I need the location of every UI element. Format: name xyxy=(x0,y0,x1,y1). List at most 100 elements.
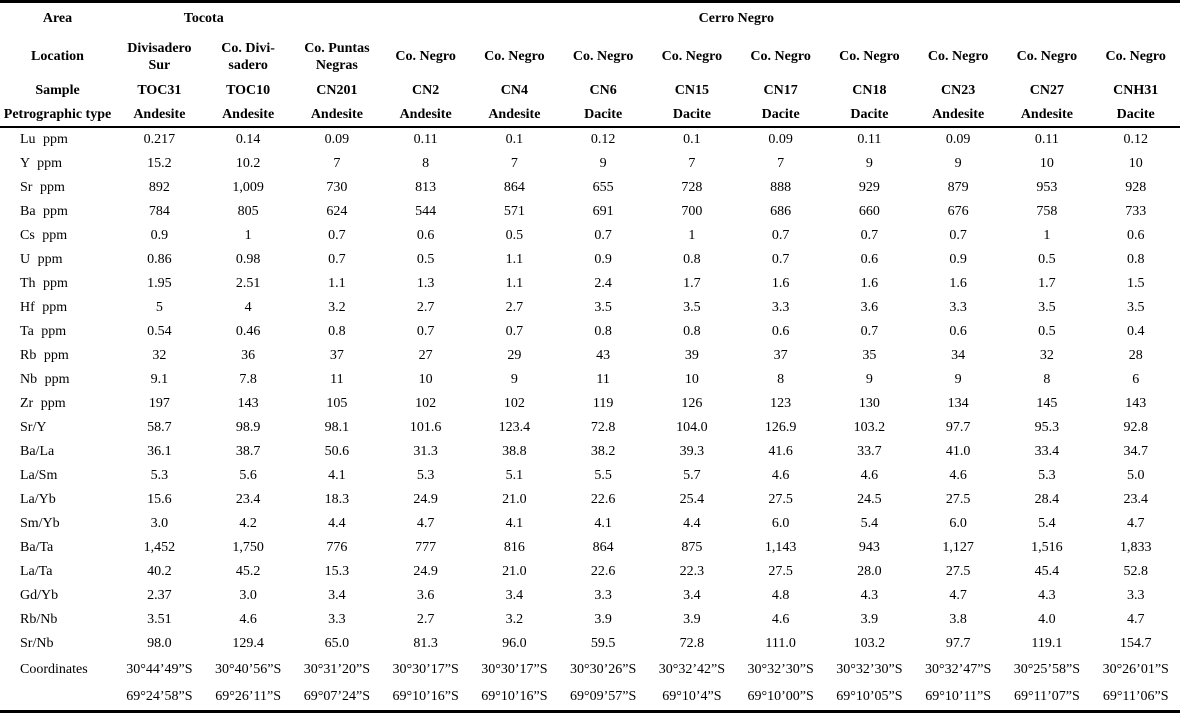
value-cell: 8 xyxy=(422,156,430,171)
value-cell: 27.5 xyxy=(945,564,971,579)
value-cell: 4.8 xyxy=(771,588,790,603)
row-label: Zr ppm xyxy=(20,396,66,411)
petrographic-type-row: Petrographic type Andesite Andesite Andesi… xyxy=(0,103,1180,128)
value-cell: 0.7 xyxy=(860,324,879,339)
type-cell: Dacite xyxy=(558,103,648,128)
table-row: Ba ppm 784 805 624 544 571 691 700 686 660 676 758 7… xyxy=(0,200,1180,224)
table-row: Hf ppm 5 4 3.2 2.7 2.7 3.5 3.5 3.3 3.6 3.3 3.5 3.5 xyxy=(0,296,1180,320)
value-cell: 5.3 xyxy=(1038,468,1056,483)
value-cell: 1 xyxy=(244,228,252,243)
value-cell: 23.4 xyxy=(1123,492,1148,507)
coordinate-lat-cell: 30°26’01”S xyxy=(1102,661,1169,677)
value-cell: 6 xyxy=(1132,372,1140,387)
coordinate-lon-cell: 69°10’16”S xyxy=(392,688,459,704)
value-cell: 32 xyxy=(1039,348,1054,363)
value-cell: 39.3 xyxy=(679,444,705,459)
value-cell: 10 xyxy=(418,372,433,387)
sample-cell: CN27 xyxy=(1029,83,1064,98)
value-cell: 1,127 xyxy=(942,540,974,555)
value-cell: 0.6 xyxy=(1126,228,1145,243)
value-cell: 5.1 xyxy=(505,468,524,483)
location-row: Location Divisadero Sur Co. Divi- sadero C… xyxy=(0,35,1180,79)
coordinate-lon-cell: 69°09’57”S xyxy=(569,688,637,704)
value-cell: 816 xyxy=(503,540,525,555)
value-cell: 3.2 xyxy=(505,612,524,627)
value-cell: 41.6 xyxy=(768,444,793,459)
coordinate-lon-cell: 69°10’05”S xyxy=(836,688,903,704)
sample-header-label: Sample xyxy=(35,83,80,98)
value-cell: 758 xyxy=(1036,204,1058,219)
table-row: Ba/La 36.1 38.7 50.6 31.3 38.8 38.2 39.3 41.6 33.… xyxy=(0,440,1180,464)
value-cell: 98.0 xyxy=(147,636,172,651)
value-cell: 10 xyxy=(1128,156,1143,171)
value-cell: 9 xyxy=(865,372,873,387)
value-cell: 34 xyxy=(951,348,966,363)
value-cell: 0.8 xyxy=(683,324,701,339)
location-cell: Co. Negro xyxy=(839,49,900,65)
value-cell: 36 xyxy=(241,348,256,363)
value-cell: 101.6 xyxy=(409,420,442,435)
value-cell: 0.09 xyxy=(768,132,793,147)
sample-cell: CNH31 xyxy=(1113,83,1159,98)
value-cell: 102 xyxy=(503,396,525,411)
row-label: Ba/Ta xyxy=(20,540,54,555)
value-cell: 4.7 xyxy=(949,588,967,603)
value-cell: 72.8 xyxy=(590,420,616,435)
value-cell: 143 xyxy=(237,396,259,411)
value-cell: 28 xyxy=(1128,348,1143,363)
table-row: U ppm 0.86 0.98 0.7 0.5 1.1 0.9 0.8 0.7 0.6 0.9 0.5… xyxy=(0,248,1180,272)
value-cell: 3.51 xyxy=(147,612,172,627)
value-cell: 31.3 xyxy=(413,444,438,459)
value-cell: 10 xyxy=(1039,156,1054,171)
value-cell: 0.1 xyxy=(683,132,701,147)
coordinate-lat-cell: 30°31’20”S xyxy=(303,661,370,677)
value-cell: 1,833 xyxy=(1119,540,1152,555)
type-cell: Dacite xyxy=(736,103,825,128)
value-cell: 92.8 xyxy=(1123,420,1148,435)
value-cell: 875 xyxy=(681,540,703,555)
location-cell: Co. Negro xyxy=(927,49,989,65)
table-row: Sr/Y 58.7 98.9 98.1 101.6 123.4 72.8 104.0 126.9… xyxy=(0,416,1180,440)
coordinate-lon-cell: 69°10’11”S xyxy=(925,688,991,704)
type-cell: Dacite xyxy=(825,103,914,128)
value-cell: 0.6 xyxy=(949,324,967,339)
value-cell: 10.2 xyxy=(235,156,261,171)
location-cell: Co. Negro xyxy=(661,49,723,65)
value-cell: 1.95 xyxy=(147,276,172,291)
table-row: La/Yb 15.6 23.4 18.3 24.9 21.0 22.6 25.4 27.5 24.… xyxy=(0,488,1180,512)
value-cell: 18.3 xyxy=(324,492,350,507)
value-cell: 6.0 xyxy=(949,516,967,531)
value-cell: 0.6 xyxy=(416,228,435,243)
value-cell: 2.7 xyxy=(416,300,435,315)
sample-cell: CN6 xyxy=(589,83,617,98)
sample-cell: CN23 xyxy=(941,83,976,98)
value-cell: 98.9 xyxy=(235,420,261,435)
value-cell: 5.3 xyxy=(416,468,435,483)
value-cell: 4.7 xyxy=(1126,516,1145,531)
value-cell: 0.11 xyxy=(413,132,438,147)
location-cell: Co. Negro xyxy=(484,49,545,65)
value-cell: 43 xyxy=(596,348,611,363)
location-cell: Co. Negro xyxy=(750,49,811,65)
type-cell: Andesite xyxy=(913,103,1003,128)
value-cell: 58.7 xyxy=(147,420,172,435)
value-cell: 0.7 xyxy=(594,228,612,243)
value-cell: 0.6 xyxy=(860,252,879,267)
table-row: Th ppm 1.95 2.51 1.1 1.3 1.1 2.4 1.7 1.6 1.6 1.6 1.… xyxy=(0,272,1180,296)
type-cell: Andesite xyxy=(203,103,293,128)
table-row: Gd/Yb 2.37 3.0 3.4 3.6 3.4 3.3 3.4 4.8 4.3 4.7 4.3 3… xyxy=(0,584,1180,608)
value-cell: 123.4 xyxy=(498,420,531,435)
value-cell: 34.7 xyxy=(1123,444,1148,459)
value-cell: 624 xyxy=(326,204,348,219)
location-cell: Co. Negro xyxy=(572,49,634,65)
value-cell: 21.0 xyxy=(502,492,527,507)
coordinate-lon-cell: 69°10’16”S xyxy=(481,688,548,704)
type-cell: Andesite xyxy=(381,103,470,128)
value-cell: 41.0 xyxy=(945,444,971,459)
value-cell: 50.6 xyxy=(324,444,350,459)
row-label: Lu ppm xyxy=(20,132,68,147)
value-cell: 3.3 xyxy=(771,300,790,315)
value-cell: 27.5 xyxy=(768,564,793,579)
location-cell: Co. Negro xyxy=(395,49,456,65)
